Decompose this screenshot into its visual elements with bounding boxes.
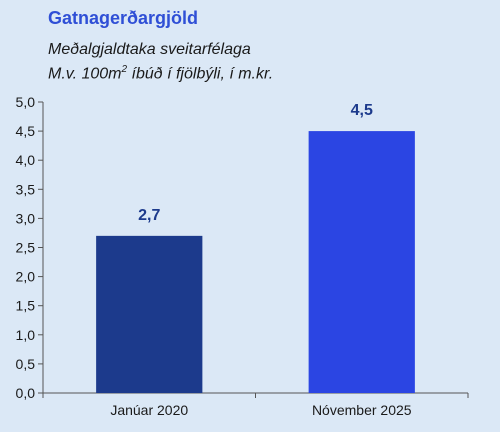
- bar-value-label: 4,5: [351, 102, 373, 119]
- subtitle-line-1: Meðalgjaldtaka sveitarfélaga: [48, 41, 251, 58]
- y-tick-label: 2,0: [16, 269, 36, 285]
- subtitle-line-2: M.v. 100m2 íbúð í fjölbýli, í m.kr.: [48, 60, 273, 84]
- x-axis: Janúar 2020 Nóvember 2025: [42, 392, 469, 418]
- bars: [96, 131, 415, 393]
- bar: [308, 131, 415, 393]
- x-tick-label: Janúar 2020: [110, 402, 188, 418]
- chart-title: Gatnagerðargjöld: [48, 8, 199, 28]
- subtitle-line-2-prefix: M.v. 100m: [48, 65, 122, 83]
- y-tick-label: 3,0: [16, 210, 36, 226]
- x-tick-label: Nóvember 2025: [312, 402, 412, 418]
- y-tick-label: 2,5: [16, 240, 36, 256]
- bar: [96, 235, 203, 393]
- subtitle-superscript: 2: [121, 64, 128, 75]
- y-tick-label: 4,5: [16, 123, 36, 139]
- y-tick-label: 1,0: [16, 327, 36, 343]
- y-tick-label: 1,5: [16, 298, 36, 314]
- subtitle-line-2-suffix: íbúð í fjölbýli, í m.kr.: [127, 65, 274, 83]
- chart-subtitle: Meðalgjaldtaka sveitarfélaga M.v. 100m2 …: [48, 40, 273, 84]
- y-tick-label: 0,0: [16, 385, 36, 401]
- y-tick-label: 0,5: [16, 356, 36, 372]
- y-tick-label: 3,5: [16, 181, 36, 197]
- y-tick-label: 5,0: [16, 94, 36, 110]
- bar-value-label: 2,7: [138, 207, 160, 224]
- data-labels: 2,7 4,5: [138, 102, 373, 224]
- y-axis: 0,0 0,5 1,0 1,5 2,0 2,5 3,0 3,5 4,0 4,5 5,0: [16, 94, 44, 401]
- y-tick-label: 4,0: [16, 152, 36, 168]
